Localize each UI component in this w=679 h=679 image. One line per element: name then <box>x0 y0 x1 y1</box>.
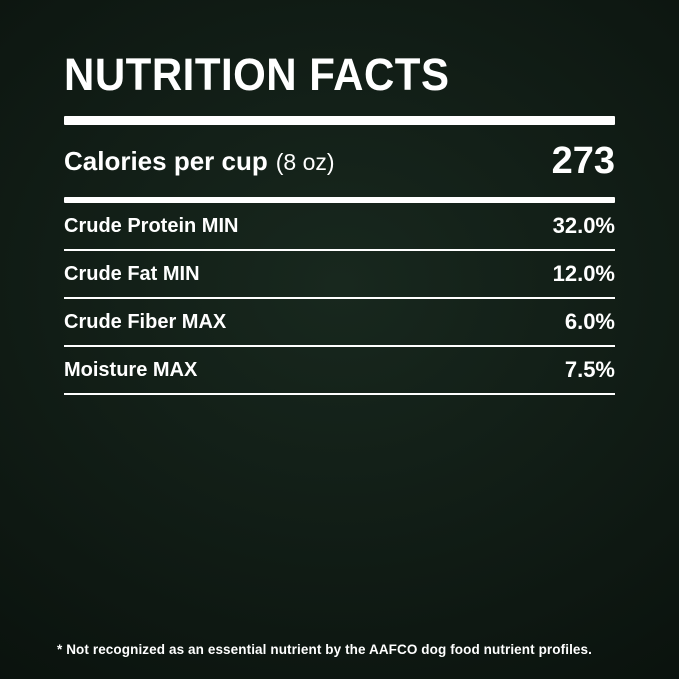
divider-medium <box>64 197 615 204</box>
nutrient-value: 12.0% <box>552 261 615 287</box>
calories-label: Calories per cup <box>64 145 268 176</box>
calories-label-group: Calories per cup (8 oz) <box>64 146 335 177</box>
calories-value: 273 <box>551 139 615 182</box>
calories-unit: (8 oz) <box>275 148 335 175</box>
nutrient-label: Moisture MAX <box>64 358 198 381</box>
footnote: * Not recognized as an essential nutrien… <box>57 642 592 657</box>
page-title: NUTRITION FACTS <box>64 48 450 100</box>
calories-row: Calories per cup (8 oz) 273 <box>64 125 615 197</box>
nutrient-label: Crude Protein MIN <box>64 214 239 237</box>
nutrient-row-moisture: Moisture MAX 7.5% <box>64 347 615 396</box>
nutrient-label: Crude Fat MIN <box>64 262 200 285</box>
nutrient-value: 7.5% <box>564 357 615 383</box>
nutrient-value: 32.0% <box>552 213 615 239</box>
nutrient-row-fiber: Crude Fiber MAX 6.0% <box>64 299 615 348</box>
nutrient-row-fat: Crude Fat MIN 12.0% <box>64 251 615 300</box>
nutrient-row-protein: Crude Protein MIN 32.0% <box>64 203 615 252</box>
nutrient-value: 6.0% <box>564 309 615 335</box>
nutrient-label: Crude Fiber MAX <box>64 310 227 333</box>
divider-thick <box>64 116 615 126</box>
